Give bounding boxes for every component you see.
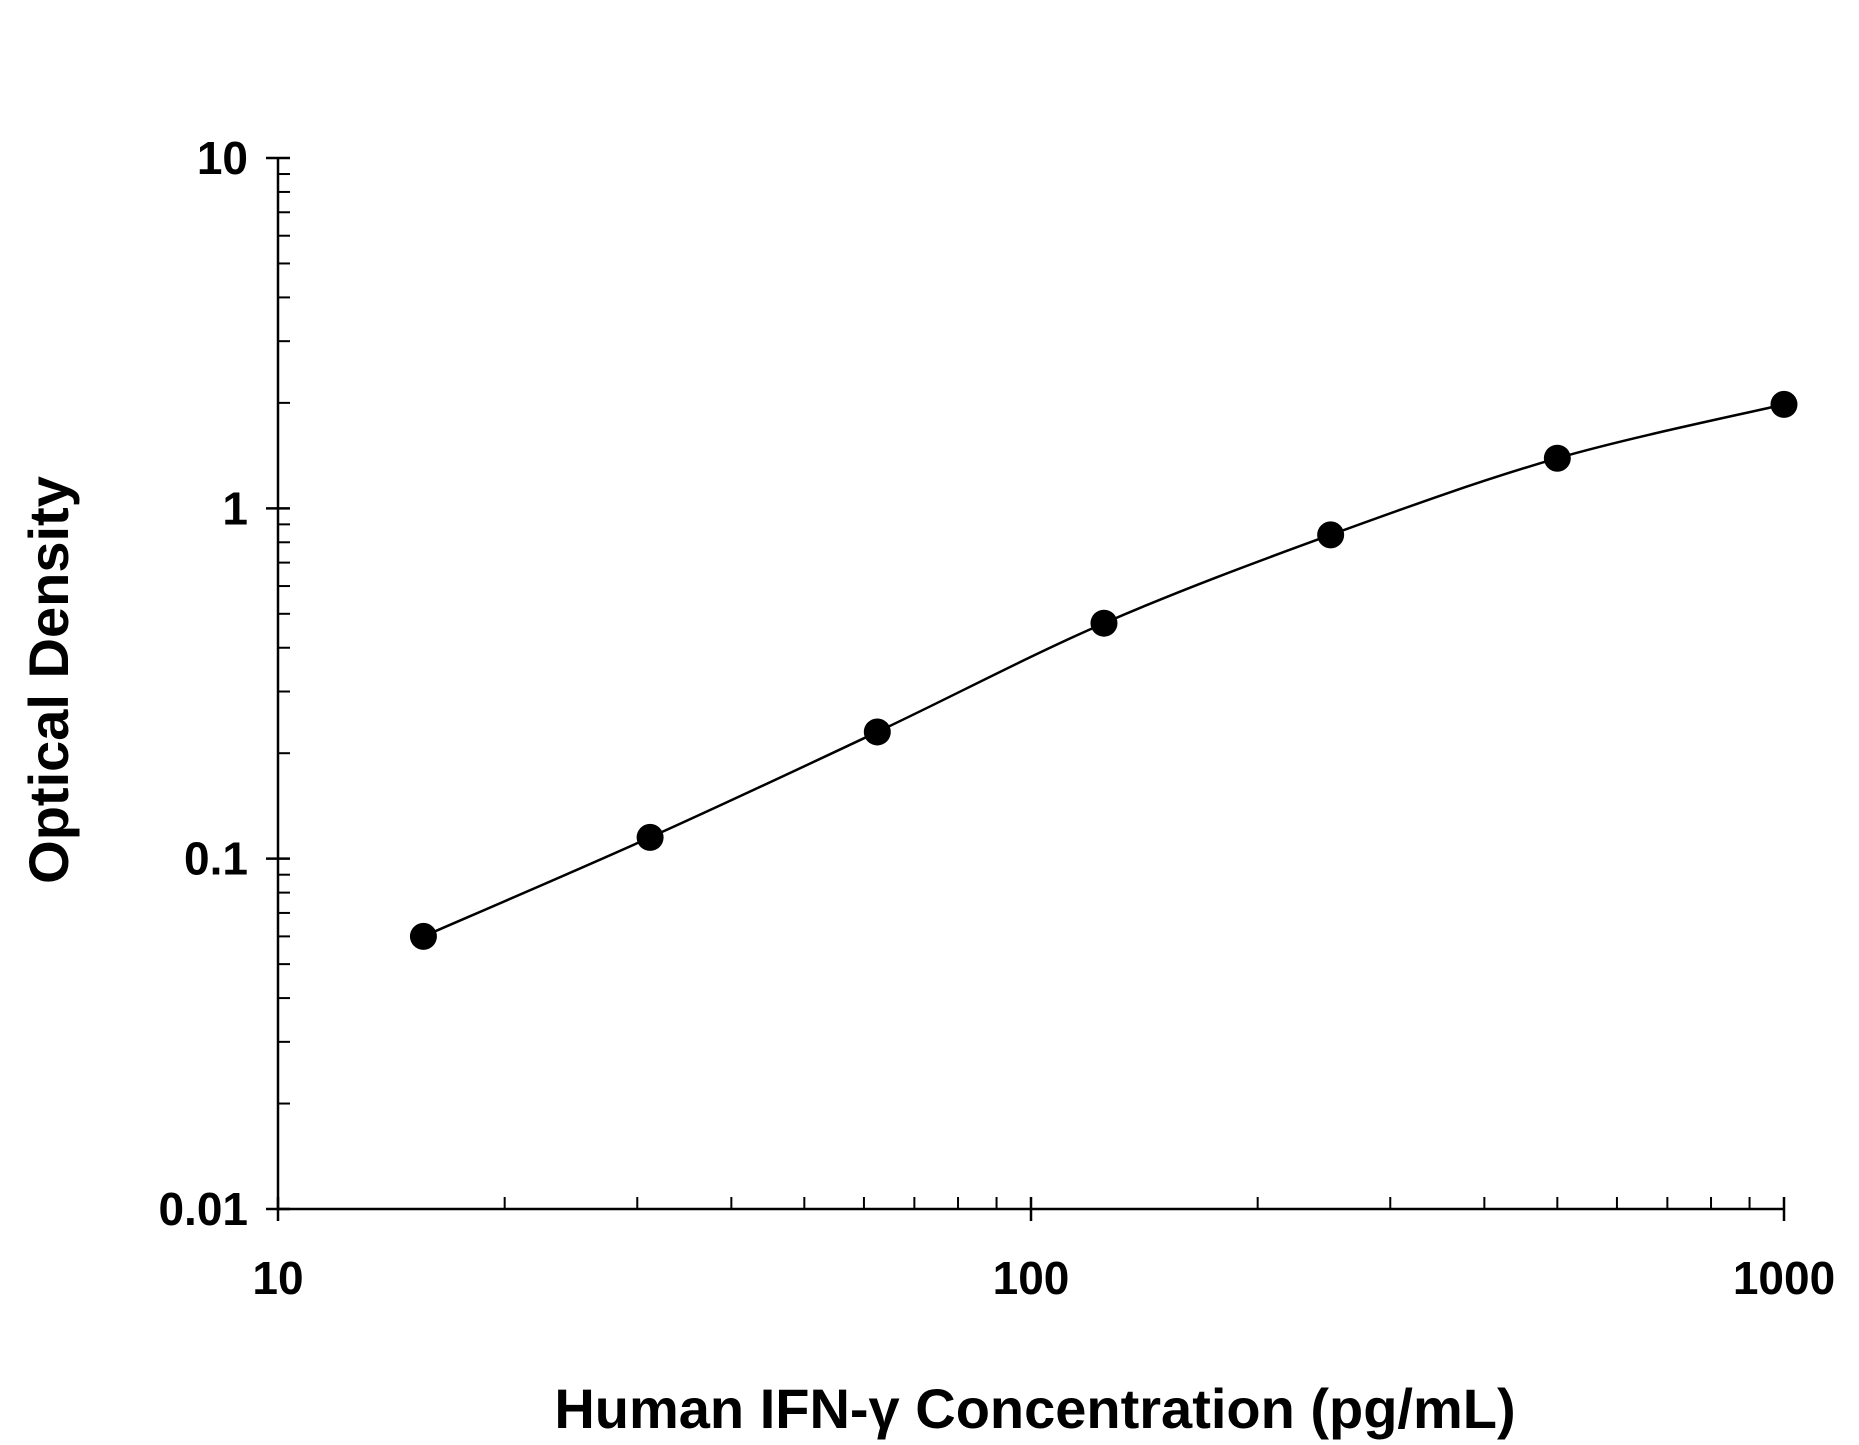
data-point bbox=[409, 922, 437, 950]
y-tick-label: 0.1 bbox=[184, 833, 248, 885]
y-tick-label: 1 bbox=[222, 482, 248, 534]
y-tick-label: 10 bbox=[197, 132, 248, 184]
data-points-layer bbox=[409, 390, 1798, 950]
data-point bbox=[1770, 390, 1798, 418]
data-point bbox=[1090, 609, 1118, 637]
x-tick-label: 1000 bbox=[1733, 1252, 1835, 1304]
fit-curve-layer bbox=[422, 403, 1785, 938]
x-tick-label: 10 bbox=[252, 1252, 303, 1304]
data-point bbox=[863, 718, 891, 746]
data-point bbox=[1317, 521, 1345, 549]
fit-curve-line bbox=[422, 403, 1785, 938]
y-axis-title: Optical Density bbox=[17, 476, 80, 884]
axes: 10 100 1000 0.01 0.1 1 10 bbox=[158, 132, 1835, 1304]
data-point bbox=[1543, 444, 1571, 472]
x-axis-title: Human IFN-γ Concentration (pg/mL) bbox=[554, 1377, 1515, 1440]
x-tick-label: 100 bbox=[993, 1252, 1070, 1304]
data-point bbox=[636, 823, 664, 851]
y-tick-label: 0.01 bbox=[158, 1183, 248, 1235]
labels-layer: Human IFN-γ Concentration (pg/mL) Optica… bbox=[17, 476, 1516, 1440]
